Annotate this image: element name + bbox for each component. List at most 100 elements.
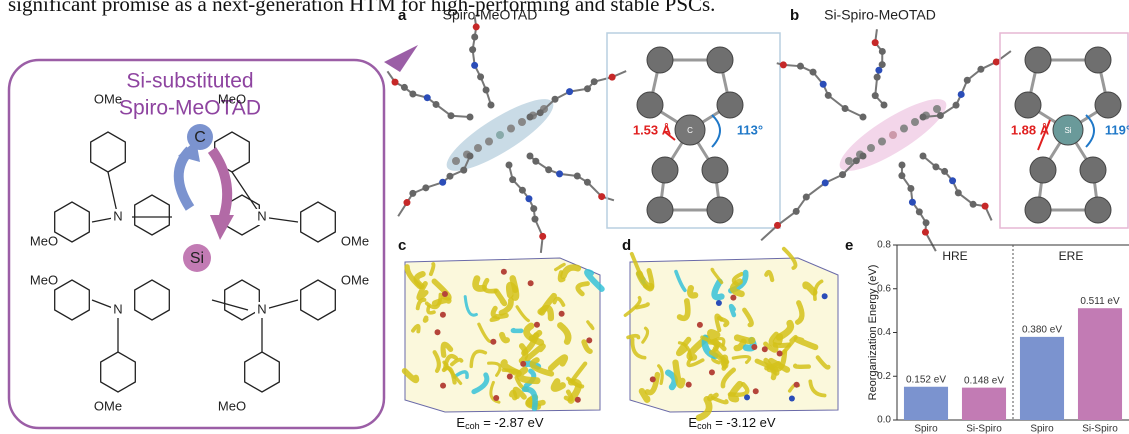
atom	[860, 114, 867, 121]
atom	[477, 73, 484, 80]
atom	[707, 47, 733, 73]
atom	[442, 291, 448, 297]
bond	[212, 300, 248, 310]
atom	[409, 190, 416, 197]
atom	[609, 74, 616, 81]
arrow	[212, 150, 227, 222]
atom	[452, 157, 460, 165]
atom	[810, 69, 817, 76]
isosurface	[425, 318, 426, 321]
atom	[519, 187, 526, 194]
atom	[471, 34, 478, 41]
atom	[422, 184, 429, 191]
value-label: 0.148 eV	[964, 375, 1004, 386]
atom	[574, 173, 581, 180]
angle-arc	[1086, 115, 1094, 147]
atom	[702, 157, 728, 183]
ring	[135, 195, 170, 235]
atom	[647, 197, 673, 223]
atom	[993, 58, 1000, 65]
atom	[793, 208, 800, 215]
atom	[1025, 47, 1051, 73]
atom	[716, 300, 722, 306]
atom	[637, 92, 663, 118]
atom	[955, 189, 962, 196]
atom	[488, 102, 495, 109]
y-tick-label: 0.4	[877, 327, 891, 338]
atom	[842, 105, 849, 112]
atom	[932, 163, 939, 170]
atom	[652, 157, 678, 183]
atom	[845, 157, 853, 165]
atom	[982, 203, 989, 210]
substituent: MeO	[30, 272, 58, 287]
atom	[794, 382, 800, 388]
atom	[1080, 157, 1106, 183]
subscript: coh	[465, 421, 480, 431]
atom	[1085, 47, 1111, 73]
atom	[1030, 157, 1056, 183]
atom	[528, 280, 534, 286]
atom	[697, 322, 703, 328]
atom	[650, 376, 656, 382]
density-map	[625, 249, 838, 418]
isosurface	[628, 336, 638, 338]
atom	[439, 179, 446, 186]
atom	[881, 102, 888, 109]
ring	[135, 280, 170, 320]
ring	[91, 132, 126, 172]
atom	[509, 176, 516, 183]
atom	[1095, 92, 1121, 118]
bar	[904, 387, 948, 420]
subscript: coh	[697, 421, 712, 431]
atom	[586, 337, 592, 343]
atom	[537, 109, 544, 116]
atom	[435, 329, 441, 335]
figure: significant promise as a next-generation…	[0, 0, 1129, 434]
atom-label: Si	[190, 250, 204, 267]
atom	[598, 193, 605, 200]
atom	[485, 138, 493, 146]
atom	[822, 293, 828, 299]
atom	[527, 153, 534, 160]
ring	[55, 202, 90, 242]
bar	[962, 388, 1006, 420]
atom	[958, 91, 965, 98]
atom	[409, 91, 416, 98]
ring	[101, 352, 136, 392]
atom	[527, 114, 534, 121]
arrow-head	[210, 215, 234, 240]
atom	[530, 205, 537, 212]
atom	[392, 79, 399, 86]
atom	[559, 311, 565, 317]
substituent: MeO	[30, 233, 58, 248]
atom	[584, 179, 591, 186]
x-tick-label: Si-Spiro	[1082, 424, 1118, 434]
atom	[898, 172, 905, 179]
atom	[460, 167, 467, 174]
atom	[584, 85, 591, 92]
atom	[853, 157, 860, 164]
atom	[473, 23, 480, 30]
atom	[789, 395, 795, 401]
atom	[889, 131, 897, 139]
atom	[501, 269, 507, 275]
atom	[777, 351, 783, 357]
atom	[496, 131, 504, 139]
substituent: OMe	[94, 91, 122, 106]
atom	[860, 153, 867, 160]
stick	[806, 183, 825, 197]
atom	[471, 62, 478, 69]
atom	[469, 46, 476, 53]
y-tick-label: 0.2	[877, 371, 891, 382]
atom	[467, 153, 474, 160]
atom	[751, 344, 757, 350]
atom	[872, 92, 879, 99]
value-label: 0.511 eV	[1080, 296, 1120, 307]
atom	[1025, 197, 1051, 223]
substituent: OMe	[341, 272, 369, 287]
bond-angle: 119°	[1105, 122, 1129, 137]
ring	[301, 280, 336, 320]
atom	[532, 158, 539, 165]
atom	[467, 114, 474, 121]
